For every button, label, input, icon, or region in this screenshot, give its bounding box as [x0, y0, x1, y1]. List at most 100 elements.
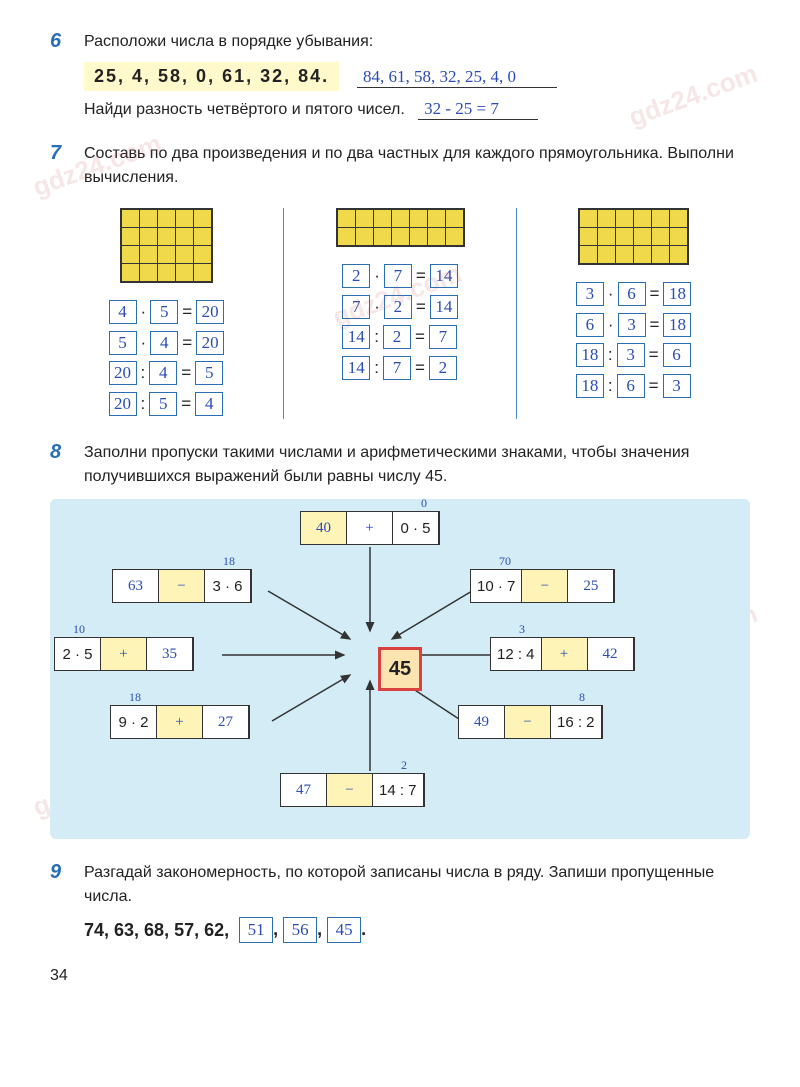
seq-answer-2: 45 [327, 917, 361, 943]
task-8: 8 Заполни пропуски такими числами и ариф… [50, 441, 750, 839]
equals: = [182, 328, 192, 359]
operator: · [608, 310, 614, 341]
equation-row: 14:2=7 [342, 322, 458, 353]
equation-row: 5·4=20 [109, 328, 225, 359]
grid-rect-1 [336, 208, 465, 247]
equation-row: 20:4=5 [109, 358, 225, 389]
result: 18 [663, 282, 691, 306]
task-7-number: 7 [50, 142, 72, 165]
grid-column-2: 3·6=186·3=1818:3=618:6=3 [516, 208, 750, 419]
intermediate-note: 18 [129, 690, 141, 705]
expr-cell: − [327, 774, 373, 806]
equation-row: 14:7=2 [342, 353, 458, 384]
equals: = [649, 371, 659, 402]
operand-a: 18 [576, 374, 604, 398]
result: 14 [430, 295, 458, 319]
operator: : [374, 353, 379, 384]
result: 5 [195, 361, 223, 385]
operand-b: 5 [149, 392, 177, 416]
task-6-sorted-answer: 84, 61, 58, 32, 25, 4, 0 [357, 67, 557, 88]
equals: = [649, 340, 659, 371]
operand-a: 3 [576, 282, 604, 306]
task-6-diff-answer: 32 - 25 = 7 [418, 99, 538, 120]
operand-a: 5 [109, 331, 137, 355]
grid-column-0: 4·5=205·4=2020:4=520:5=4 [50, 208, 283, 419]
expr-cell: + [157, 706, 203, 738]
expr-cell: + [542, 638, 588, 670]
intermediate-note: 18 [223, 554, 235, 569]
task-9-text: Разгадай закономерность, по которой запи… [84, 861, 750, 909]
result: 20 [196, 331, 224, 355]
operand-a: 18 [576, 343, 604, 367]
result: 7 [429, 325, 457, 349]
operand-b: 3 [618, 313, 646, 337]
equation-row: 2·7=14 [342, 261, 458, 292]
intermediate-note: 2 [401, 758, 407, 773]
operator: · [141, 328, 147, 359]
operator: · [374, 261, 380, 292]
result: 6 [663, 343, 691, 367]
expr-cell: − [522, 570, 568, 602]
expr-cell: 10 · 7 [471, 570, 522, 602]
grid-column-1: 2·7=147·2=1414:2=714:7=2 [283, 208, 517, 419]
task-7-text: Составь по два произведения и по два час… [84, 142, 750, 190]
operand-a: 2 [342, 264, 370, 288]
operand-b: 6 [617, 374, 645, 398]
task-8-text: Заполни пропуски такими числами и арифме… [84, 441, 750, 489]
expression-ml: 2 · 5+3510 [54, 637, 194, 671]
operand-b: 6 [618, 282, 646, 306]
operand-a: 14 [342, 356, 370, 380]
equation-row: 20:5=4 [109, 389, 225, 420]
operator: : [608, 371, 613, 402]
equation-row: 18:6=3 [576, 371, 692, 402]
task-6: 6 Расположи числа в порядке убывания: 25… [50, 30, 750, 120]
operator: : [141, 358, 146, 389]
equation-row: 7·2=14 [342, 292, 458, 323]
task-8-panel: 45 40+0 · 5063−3 · 61810 · 7−25702 · 5+3… [50, 499, 750, 839]
expr-cell: 35 [147, 638, 193, 670]
expr-cell: 42 [588, 638, 634, 670]
operator: · [608, 279, 614, 310]
task-9-number: 9 [50, 861, 72, 884]
operand-b: 2 [384, 295, 412, 319]
equals: = [416, 261, 426, 292]
operator: : [608, 340, 613, 371]
task-6-text: Расположи числа в порядке убывания: [84, 30, 750, 54]
operand-b: 3 [617, 343, 645, 367]
intermediate-note: 70 [499, 554, 511, 569]
expression-mr: 12 : 4+423 [490, 637, 635, 671]
expr-cell: 49 [459, 706, 505, 738]
expr-cell: + [101, 638, 147, 670]
seq-answer-0: 51 [239, 917, 273, 943]
expr-cell: 2 · 5 [55, 638, 101, 670]
task-6-numbers: 25, 4, 58, 0, 61, 32, 84. [84, 62, 339, 91]
result: 18 [663, 313, 691, 337]
equals: = [415, 322, 425, 353]
equals: = [650, 279, 660, 310]
equals: = [182, 297, 192, 328]
task-6-subtext: Найди разность четвёртого и пятого чисел… [84, 101, 405, 118]
intermediate-note: 8 [579, 690, 585, 705]
expr-cell: − [159, 570, 205, 602]
equals: = [415, 353, 425, 384]
expr-cell: 9 · 2 [111, 706, 157, 738]
operator: · [374, 292, 380, 323]
operand-b: 4 [150, 331, 178, 355]
expr-cell: − [505, 706, 551, 738]
operand-a: 14 [342, 325, 370, 349]
task-9: 9 Разгадай закономерность, по которой за… [50, 861, 750, 943]
expr-cell: 3 · 6 [205, 570, 251, 602]
intermediate-note: 0 [421, 496, 427, 511]
expr-cell: 16 : 2 [551, 706, 602, 738]
equals: = [416, 292, 426, 323]
operator: : [141, 389, 146, 420]
result: 20 [196, 300, 224, 324]
task-9-given: 74, 63, 68, 57, 62, [84, 920, 229, 941]
expr-cell: 40 [301, 512, 347, 544]
expression-br: 49−16 : 28 [458, 705, 603, 739]
operand-a: 4 [109, 300, 137, 324]
equals: = [650, 310, 660, 341]
expression-tr: 10 · 7−2570 [470, 569, 615, 603]
task-7: 7 Составь по два произведения и по два ч… [50, 142, 750, 419]
seq-answer-1: 56 [283, 917, 317, 943]
